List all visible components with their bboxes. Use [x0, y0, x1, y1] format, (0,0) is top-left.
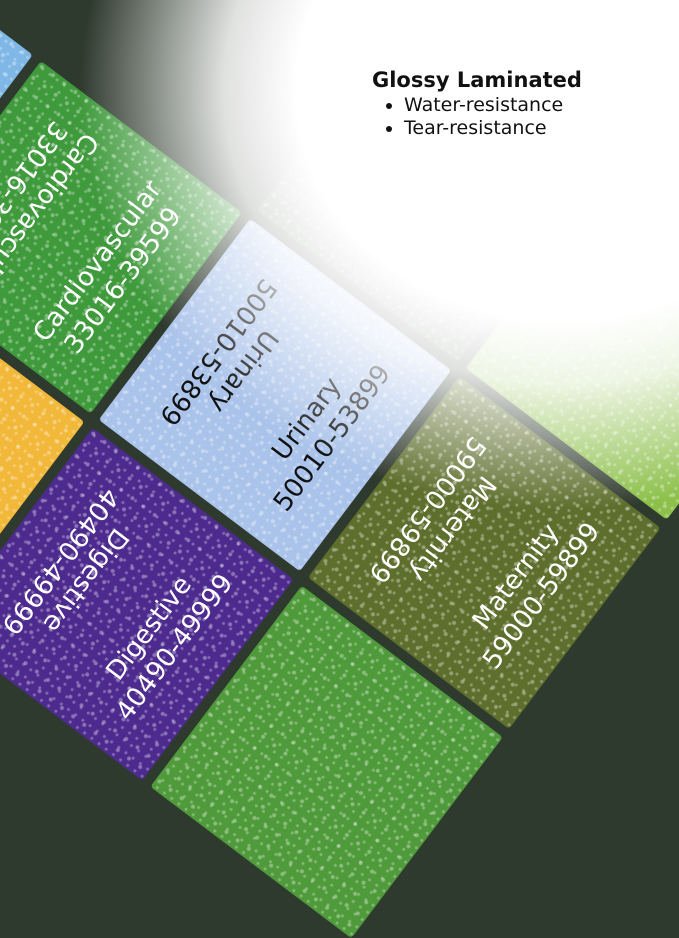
caption: Glossy Laminated Water-resistance Tear-r… — [372, 68, 582, 140]
feature-list: Water-resistance Tear-resistance — [372, 94, 582, 140]
caption-title: Glossy Laminated — [372, 68, 582, 92]
feature-item: Water-resistance — [404, 94, 582, 117]
feature-item: Tear-resistance — [404, 117, 582, 140]
